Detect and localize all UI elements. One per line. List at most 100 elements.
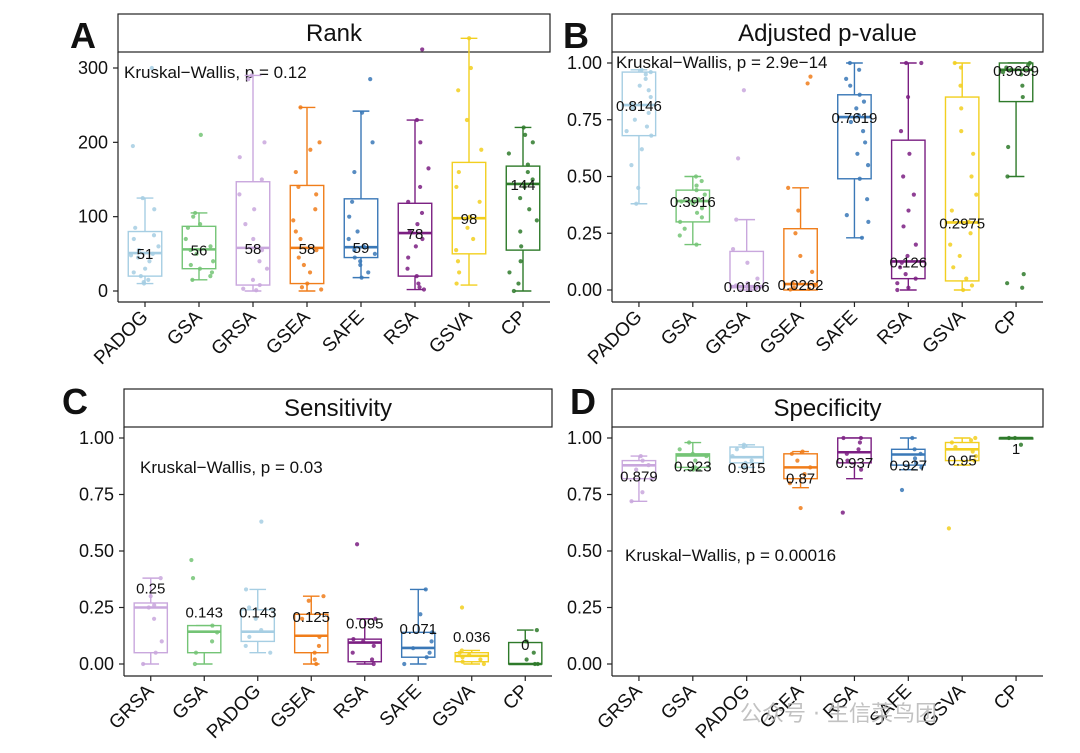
data-point xyxy=(1020,285,1025,290)
data-point xyxy=(506,151,511,156)
median-label: 0.0166 xyxy=(724,279,770,296)
box-iqr xyxy=(454,652,490,663)
y-tick-label: 200 xyxy=(78,132,108,152)
data-point xyxy=(190,277,195,282)
box-gsva: 98 xyxy=(451,36,487,286)
stat-label: Kruskal−Wallis, p = 0.12 xyxy=(124,63,307,82)
data-point xyxy=(632,117,637,122)
data-point xyxy=(454,184,459,190)
data-point xyxy=(694,183,699,188)
data-point xyxy=(646,110,651,116)
panel-letter: A xyxy=(70,15,96,56)
data-point xyxy=(214,630,220,635)
data-point xyxy=(808,74,813,79)
data-point xyxy=(413,244,418,249)
x-tick-label: CP xyxy=(497,307,531,341)
data-point xyxy=(268,650,273,655)
box-padog: 0.915 xyxy=(728,442,765,477)
data-point xyxy=(402,661,407,667)
data-point xyxy=(138,274,143,279)
data-point xyxy=(531,650,536,655)
data-point xyxy=(895,281,900,286)
data-point xyxy=(135,255,141,260)
x-tick-label: SAFE xyxy=(376,681,426,731)
data-point xyxy=(808,465,813,470)
median-label: 0.0262 xyxy=(778,277,824,294)
data-point xyxy=(793,231,798,236)
box-grsa: 0.0166 xyxy=(724,88,770,296)
data-point xyxy=(911,192,916,197)
data-point xyxy=(913,242,918,247)
box-gsa: 0.3916 xyxy=(670,174,716,247)
data-point xyxy=(904,60,909,66)
data-point xyxy=(973,453,978,459)
data-point xyxy=(351,637,356,642)
data-point xyxy=(699,206,705,211)
data-point xyxy=(414,117,420,123)
data-point xyxy=(193,210,198,216)
data-point xyxy=(845,458,850,463)
x-tick-label: GSVA xyxy=(428,680,479,731)
box-gsea: 0.87 xyxy=(783,449,818,511)
box-cp: 0.9699 xyxy=(993,60,1039,290)
data-point xyxy=(959,106,964,111)
data-point xyxy=(259,177,264,182)
data-point xyxy=(511,288,516,294)
panel-strip xyxy=(123,388,553,428)
data-point xyxy=(477,199,482,204)
data-point xyxy=(899,487,905,493)
x-tick-label: GRSA xyxy=(594,680,647,733)
box-iqr xyxy=(289,184,325,285)
data-point xyxy=(974,192,979,197)
box-rsa: 0.937 xyxy=(836,435,873,515)
y-tick-label: 0 xyxy=(98,281,108,301)
data-point xyxy=(964,276,969,281)
data-point xyxy=(530,140,535,145)
data-point xyxy=(639,147,644,152)
data-point xyxy=(192,661,198,667)
data-point xyxy=(972,458,977,463)
box-iqr xyxy=(397,202,433,277)
data-point xyxy=(865,163,871,168)
data-point xyxy=(856,113,861,118)
data-point xyxy=(257,259,262,264)
data-point xyxy=(153,650,158,655)
box-cp: 1 xyxy=(998,435,1034,458)
median-label: 0.125 xyxy=(292,609,330,626)
median-label: 56 xyxy=(191,242,208,259)
data-point xyxy=(429,639,434,644)
data-point xyxy=(912,447,917,452)
data-point xyxy=(354,542,360,547)
box-rsa: 0.126 xyxy=(890,60,927,293)
box-iqr xyxy=(837,437,872,464)
data-point xyxy=(643,76,648,81)
data-point xyxy=(188,262,193,268)
data-point xyxy=(1006,435,1012,441)
panel-title: Sensitivity xyxy=(284,395,392,422)
data-point xyxy=(699,215,704,220)
x-tick-label: GSEA xyxy=(756,306,808,358)
data-point xyxy=(912,456,918,461)
data-point xyxy=(141,661,146,667)
y-tick-label: 0.50 xyxy=(79,541,114,561)
panel-strip xyxy=(117,13,551,53)
data-point xyxy=(418,140,423,145)
box-rsa: 78 xyxy=(397,47,433,292)
data-point xyxy=(677,233,682,238)
data-point xyxy=(857,176,862,181)
data-point xyxy=(1021,272,1026,277)
median-label: 0.25 xyxy=(136,581,165,598)
data-point xyxy=(948,242,953,247)
median-label: 0 xyxy=(521,637,529,654)
data-point xyxy=(457,650,462,655)
data-point xyxy=(128,253,134,258)
panel-letter: B xyxy=(563,15,589,56)
data-point xyxy=(456,88,461,93)
data-point xyxy=(534,218,539,223)
data-point xyxy=(957,253,962,259)
data-point xyxy=(191,214,196,219)
data-point xyxy=(806,286,812,291)
data-point xyxy=(350,199,355,204)
data-point xyxy=(798,505,803,511)
data-point xyxy=(299,616,305,621)
